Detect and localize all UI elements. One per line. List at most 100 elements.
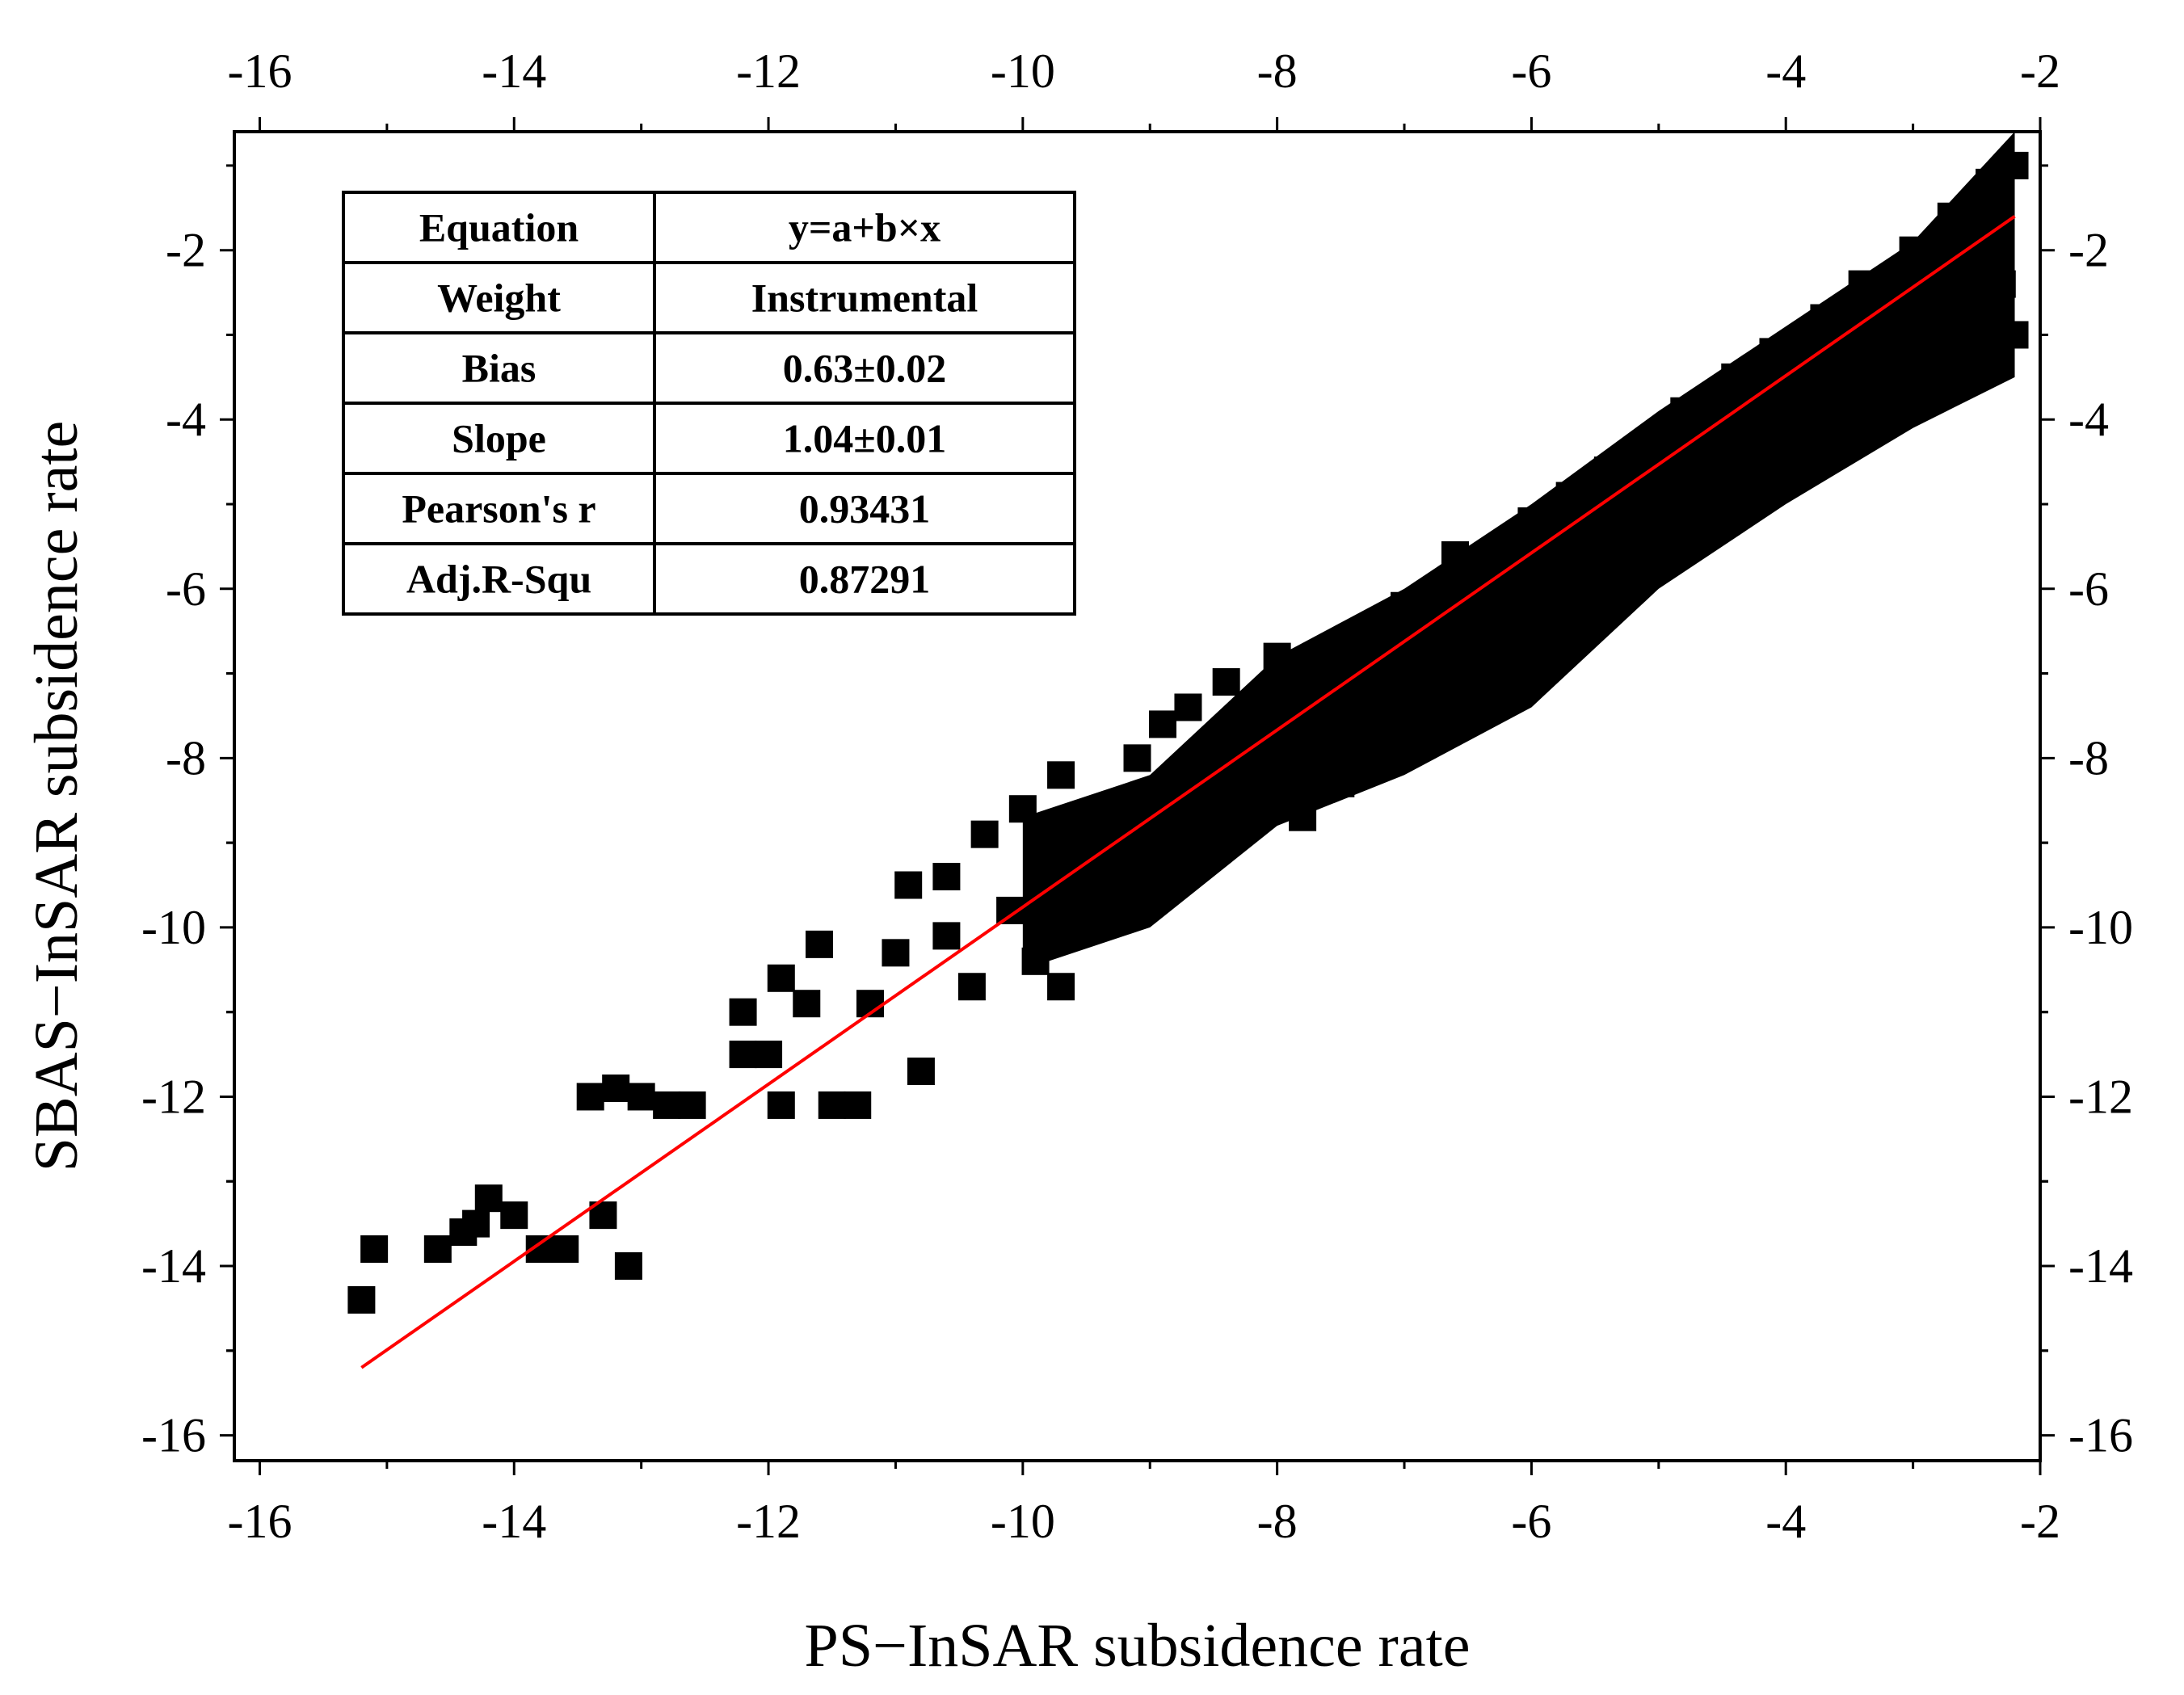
data-point bbox=[678, 1091, 706, 1119]
data-point bbox=[627, 1083, 655, 1111]
x-tick-label-top: -10 bbox=[991, 44, 1055, 98]
data-point bbox=[1021, 947, 1050, 975]
data-point bbox=[1517, 507, 1546, 535]
data-point bbox=[1072, 879, 1100, 907]
data-point bbox=[1047, 973, 1075, 1001]
dense-point-band bbox=[1022, 132, 2015, 970]
table-cell-label: Slope bbox=[452, 416, 546, 461]
x-tick-label-top: -4 bbox=[1765, 44, 1806, 98]
plot-frame bbox=[233, 130, 2042, 1462]
data-points bbox=[347, 151, 2029, 1314]
x-tick-label-top: -14 bbox=[482, 44, 546, 98]
data-point bbox=[1606, 566, 1635, 595]
table-cell-value: y=a+b×x bbox=[789, 205, 941, 250]
data-point bbox=[793, 990, 821, 1018]
y-tick-label-left: -12 bbox=[141, 1070, 206, 1123]
x-tick-label-bottom: -8 bbox=[1257, 1495, 1298, 1548]
dense-band-area bbox=[1022, 132, 2015, 970]
data-point bbox=[1695, 490, 1723, 519]
data-point bbox=[423, 1235, 452, 1264]
data-point bbox=[1289, 803, 1317, 831]
data-point bbox=[1874, 363, 1902, 391]
data-point bbox=[1479, 634, 1508, 662]
x-tick-label-bottom: -10 bbox=[991, 1495, 1055, 1548]
table-cell-value: 0.87291 bbox=[799, 557, 931, 602]
table-cell-label: Adj.R-Squ bbox=[406, 557, 591, 602]
data-point bbox=[1759, 338, 1787, 366]
x-tick-label-top: -6 bbox=[1511, 44, 1551, 98]
axis-ticks: -16 -16 -14 -14 -12 -12 -10 -10 -8 -8 -6 -6 -4 -4 -2 -2… bbox=[141, 44, 2133, 1548]
data-point bbox=[1263, 642, 1291, 671]
data-point bbox=[1212, 668, 1240, 696]
data-point bbox=[1899, 236, 1927, 264]
data-point bbox=[729, 998, 757, 1026]
data-point bbox=[360, 1235, 389, 1264]
x-axis-title: PS−InSAR subsidence rate bbox=[805, 1612, 1471, 1680]
data-point bbox=[932, 922, 961, 950]
data-point bbox=[1352, 634, 1380, 662]
data-point bbox=[1593, 456, 1622, 485]
table-cell-value: 0.93431 bbox=[799, 486, 931, 532]
data-point bbox=[1301, 701, 1329, 730]
data-point bbox=[932, 863, 961, 891]
data-point bbox=[1441, 540, 1469, 569]
y-tick-label-left: -4 bbox=[166, 393, 206, 446]
data-point bbox=[551, 1235, 579, 1264]
x-tick-label-bottom: -4 bbox=[1765, 1495, 1806, 1548]
data-point bbox=[1416, 668, 1444, 696]
data-point bbox=[1670, 397, 1698, 425]
data-point bbox=[1657, 540, 1685, 569]
data-point bbox=[1008, 795, 1037, 823]
table-cell-value: 0.63±0.02 bbox=[783, 346, 946, 391]
data-point bbox=[653, 1091, 681, 1119]
data-point bbox=[614, 1252, 642, 1281]
table-cell-value: 1.04±0.01 bbox=[783, 416, 946, 461]
data-point bbox=[1721, 363, 1749, 391]
data-point bbox=[1174, 693, 1202, 721]
x-tick-label-bottom: -2 bbox=[2020, 1495, 2060, 1548]
y-tick-label-left: -14 bbox=[141, 1239, 206, 1293]
data-point bbox=[1517, 625, 1546, 654]
data-point bbox=[1937, 202, 1965, 230]
data-point bbox=[1823, 406, 1851, 434]
data-point bbox=[806, 930, 834, 958]
data-point bbox=[1327, 769, 1355, 797]
x-tick-label-bottom: -6 bbox=[1511, 1495, 1551, 1548]
table-cell-label: Equation bbox=[419, 205, 579, 250]
y-tick-label-right: -2 bbox=[2068, 224, 2109, 277]
table-cell-label: Weight bbox=[437, 275, 561, 321]
y-tick-label-right: -4 bbox=[2068, 393, 2109, 446]
y-tick-label-left: -6 bbox=[166, 562, 206, 616]
data-point bbox=[729, 1041, 757, 1069]
data-point bbox=[1365, 735, 1393, 763]
data-point bbox=[970, 820, 999, 848]
data-point bbox=[1848, 270, 1876, 298]
data-point bbox=[602, 1074, 630, 1102]
data-point bbox=[1429, 718, 1457, 747]
y-axis-title: SBAS−InSAR subsidence rate bbox=[23, 421, 90, 1171]
table-cell-label: Pearson's r bbox=[402, 486, 595, 532]
data-point bbox=[894, 871, 923, 899]
data-point bbox=[2001, 321, 2029, 349]
fit-line bbox=[360, 215, 2016, 1369]
data-point bbox=[576, 1083, 604, 1111]
data-point bbox=[1950, 312, 1978, 340]
x-tick-label-bottom: -12 bbox=[736, 1495, 801, 1548]
x-tick-label-top: -2 bbox=[2020, 44, 2060, 98]
x-tick-label-bottom: -16 bbox=[227, 1495, 292, 1548]
x-tick-label-top: -12 bbox=[736, 44, 801, 98]
data-point bbox=[1733, 465, 1761, 493]
data-point bbox=[1098, 905, 1126, 933]
table-cell-label: Bias bbox=[462, 346, 537, 391]
data-point bbox=[347, 1285, 376, 1314]
data-point bbox=[844, 1091, 872, 1119]
data-point bbox=[1988, 270, 2016, 298]
data-point bbox=[1047, 761, 1075, 789]
y-tick-label-left: -10 bbox=[141, 901, 206, 954]
y-tick-label-right: -16 bbox=[2068, 1409, 2133, 1462]
x-tick-label-top: -8 bbox=[1257, 44, 1298, 98]
data-point bbox=[1810, 304, 1838, 332]
y-tick-label-left: -8 bbox=[166, 731, 206, 784]
x-tick-label-bottom: -14 bbox=[482, 1495, 546, 1548]
